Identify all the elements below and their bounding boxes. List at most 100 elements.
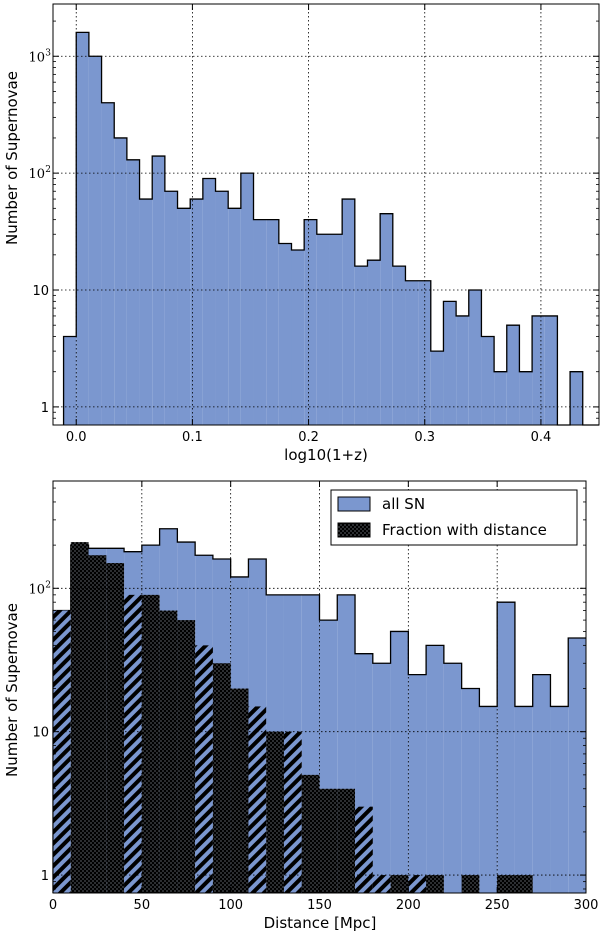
bar [228, 208, 241, 425]
bar [481, 336, 495, 425]
bar [266, 219, 279, 425]
bar [159, 610, 178, 893]
legend-box [330, 489, 578, 546]
bar [248, 706, 267, 893]
bar [215, 191, 229, 425]
bar [63, 336, 77, 425]
bar [519, 371, 533, 425]
x-tick-label: 0.0 [66, 430, 87, 445]
y-tick-label: 10 [32, 284, 49, 299]
legend-label-all-sn: all SN [382, 495, 425, 513]
bar [408, 875, 427, 893]
bar [408, 674, 427, 893]
bar [141, 594, 160, 893]
bar [114, 137, 127, 425]
y-tick-label: 10 [32, 726, 49, 741]
y-tick-exponent: 3 [45, 48, 51, 58]
x-tick-label: 0.3 [414, 430, 435, 445]
bar [291, 249, 305, 425]
y-tick-label: 10 [28, 50, 45, 65]
bar [202, 178, 216, 425]
bar [124, 594, 142, 893]
bar [372, 663, 391, 893]
bar [443, 301, 457, 425]
bar [354, 266, 368, 425]
bar [456, 315, 469, 425]
gridlines [53, 4, 599, 425]
y-tick-exponent: 2 [45, 580, 51, 590]
bar [494, 371, 507, 425]
bar [106, 563, 125, 893]
x-tick-label: 200 [396, 898, 421, 913]
bar [101, 102, 115, 425]
bar [329, 234, 343, 425]
bar [88, 56, 102, 425]
bar [380, 213, 393, 425]
bar [301, 774, 320, 893]
bar [240, 173, 254, 425]
bar [514, 706, 533, 893]
bar [230, 688, 249, 893]
bar [506, 325, 520, 425]
bar [76, 32, 89, 425]
y-axis-label: Number of Supernovae [3, 603, 21, 777]
bar [570, 371, 583, 425]
legend: all SN Fraction with distance [330, 489, 578, 546]
x-tick-label: 0.2 [298, 430, 319, 445]
bar [550, 706, 569, 893]
bar [283, 731, 302, 893]
y-tick-label: 10 [28, 582, 45, 597]
bar [319, 788, 338, 893]
plot-frame [52, 480, 587, 894]
bar [367, 260, 381, 425]
legend-swatch-all-sn [337, 496, 371, 512]
bar [53, 610, 71, 893]
x-tick-label: 100 [218, 898, 243, 913]
bar [337, 788, 356, 893]
bar [278, 243, 292, 425]
bar [266, 731, 284, 893]
bar [304, 219, 317, 425]
bar [390, 631, 409, 893]
bar [426, 875, 444, 893]
bar [544, 315, 558, 425]
bar [568, 638, 586, 893]
bar [164, 191, 178, 425]
bar [195, 645, 213, 893]
bar [532, 674, 551, 893]
y-tick-label: 1 [41, 869, 49, 884]
bar [342, 199, 355, 425]
bar [497, 875, 515, 893]
bar [468, 290, 482, 425]
bar [497, 602, 515, 893]
y-tick-exponent: 2 [45, 165, 51, 175]
x-tick-label: 50 [134, 898, 151, 913]
x-tick-label: 0.4 [531, 430, 552, 445]
plot-frame [52, 3, 600, 426]
x-axis-label: log10(1+z) [284, 446, 368, 464]
x-tick-label: 250 [485, 898, 510, 913]
gridlines [53, 481, 586, 893]
bar [177, 208, 191, 425]
bar [479, 706, 498, 893]
x-axis-label: Distance [Mpc] [264, 914, 377, 932]
series-1 [53, 542, 533, 893]
bar [461, 875, 480, 893]
y-axis-label: Number of Supernovae [3, 71, 21, 245]
bar [190, 199, 203, 425]
bar [88, 555, 107, 893]
x-tick-label: 0.1 [182, 430, 203, 445]
bar [126, 159, 140, 426]
bar [443, 663, 462, 893]
x-tick-label: 150 [307, 898, 332, 913]
y-tick-label: 1 [41, 401, 49, 416]
bar [70, 542, 89, 893]
bar [152, 156, 165, 425]
bar [426, 645, 444, 893]
bar [390, 875, 409, 893]
x-tick-label: 0 [49, 898, 57, 913]
bar [316, 234, 330, 425]
bars [52, 528, 586, 893]
